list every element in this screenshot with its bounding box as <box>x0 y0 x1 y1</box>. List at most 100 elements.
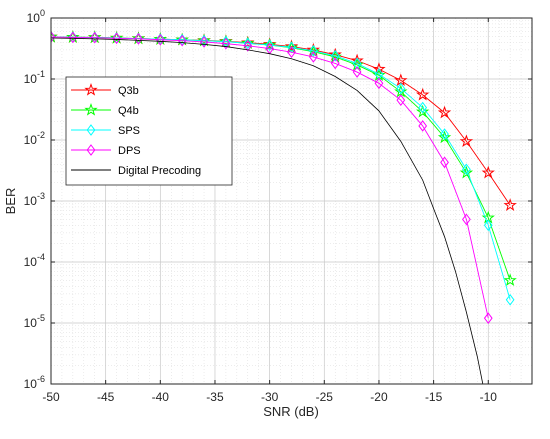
data-point-sps <box>199 34 209 47</box>
data-point-dps <box>396 94 406 106</box>
data-point-q3b <box>503 198 517 211</box>
data-point-q3b <box>481 165 495 179</box>
x-tick-label: -50 <box>42 390 60 404</box>
y-tick-label: 10-4 <box>24 252 45 269</box>
data-point-dps <box>287 46 296 59</box>
data-point-sps <box>330 49 340 62</box>
legend-item-q4b: Q4b <box>71 102 139 117</box>
x-tick-label: -35 <box>206 390 224 404</box>
data-point-dps <box>374 77 384 90</box>
data-point-q4b <box>131 31 146 45</box>
series-layer <box>51 29 517 384</box>
legend-marker <box>84 82 98 96</box>
data-point-q3b <box>437 105 452 119</box>
data-point-q3b <box>372 62 386 75</box>
data-point-dps <box>462 213 471 226</box>
y-tick-label: 10-6 <box>24 374 45 391</box>
data-point-q4b <box>109 30 124 44</box>
data-point-sps <box>352 57 362 70</box>
series-dps <box>51 31 493 325</box>
y-tick-base: 10 <box>24 316 38 330</box>
y-tick-exponent: -1 <box>37 69 45 79</box>
x-axis-label: SNR (dB) <box>263 404 319 419</box>
data-point-dps <box>352 66 362 78</box>
data-point-q3b <box>262 37 277 51</box>
legend-marker <box>84 102 98 116</box>
legend-item-dps: DPS <box>71 144 141 157</box>
data-point-q3b <box>350 53 364 67</box>
y-tick-base: 10 <box>24 377 38 391</box>
data-point-dps <box>134 33 143 45</box>
y-tick-label: 10-2 <box>24 130 45 147</box>
data-point-q4b <box>66 30 80 43</box>
data-point-sps <box>243 37 253 50</box>
data-point-sps <box>265 39 275 51</box>
data-point-q4b <box>503 273 517 287</box>
legend-label: DPS <box>118 145 141 157</box>
data-point-q4b <box>197 33 211 47</box>
y-tick-label: 10-5 <box>24 313 45 330</box>
y-tick-exponent: -5 <box>37 313 45 323</box>
legend: Q3b Q4b SPS DPS Digital Precoding <box>65 76 233 186</box>
data-point-q4b <box>416 104 430 118</box>
data-point-sps <box>418 101 428 114</box>
x-tick-label: -40 <box>152 390 170 404</box>
x-tick-label: -15 <box>425 390 443 404</box>
legend-label: Q4b <box>118 105 139 117</box>
data-point-q3b <box>459 134 474 148</box>
data-point-dps <box>155 33 165 46</box>
y-tick-base: 10 <box>27 11 41 25</box>
series-digital-precoding <box>51 37 484 384</box>
data-point-dps <box>221 37 231 50</box>
data-point-dps <box>51 31 56 43</box>
data-point-dps <box>68 31 78 44</box>
y-tick-exponent: -6 <box>37 374 45 384</box>
x-tick-label: -25 <box>316 390 334 404</box>
y-tick-exponent: 0 <box>40 8 45 18</box>
data-point-sps <box>396 82 406 95</box>
data-point-sps <box>483 219 493 232</box>
y-tick-base: 10 <box>24 255 38 269</box>
data-point-sps <box>374 68 384 81</box>
data-point-sps <box>177 33 187 46</box>
y-tick-exponent: -3 <box>37 191 45 201</box>
data-point-sps <box>462 163 471 176</box>
legend-label: Digital Precoding <box>118 165 201 177</box>
data-point-sps <box>440 128 449 140</box>
data-point-dps <box>243 39 253 52</box>
legend-item-digital-precoding: Digital Precoding <box>71 165 201 177</box>
legend-item-sps: SPS <box>71 124 140 137</box>
data-point-dps <box>483 312 493 325</box>
data-point-q4b <box>88 30 102 44</box>
data-point-dps <box>199 36 209 48</box>
data-point-q3b <box>394 73 408 87</box>
y-tick-label: 100 <box>27 8 45 25</box>
y-axis-label: BER <box>3 188 18 215</box>
data-point-q3b <box>241 35 255 49</box>
legend-label: SPS <box>118 125 140 137</box>
y-tick-label: 10-3 <box>24 191 45 208</box>
legend-label: Q3b <box>118 85 139 97</box>
data-point-q3b <box>416 87 430 101</box>
data-point-sps <box>505 293 515 306</box>
y-tick-base: 10 <box>24 194 38 208</box>
x-axis: -50 -45 -40 -35 -30 -25 -20 -15 -10 <box>42 18 497 404</box>
y-tick-base: 10 <box>24 72 38 86</box>
x-tick-label: -45 <box>97 390 115 404</box>
y-tick-exponent: -2 <box>37 130 45 140</box>
x-tick-label: -10 <box>480 390 498 404</box>
data-point-q4b <box>262 38 277 51</box>
legend-item-q3b: Q3b <box>71 82 139 97</box>
data-point-dps <box>440 156 449 169</box>
data-point-dps <box>418 120 428 132</box>
data-point-q4b <box>175 32 189 46</box>
data-point-q4b <box>51 29 58 43</box>
x-tick-label: -30 <box>261 390 279 404</box>
series-line-dps <box>51 36 489 319</box>
data-point-dps <box>90 31 100 44</box>
x-tick-label: -20 <box>370 390 388 404</box>
legend-marker <box>86 144 96 156</box>
data-point-dps <box>330 57 340 70</box>
